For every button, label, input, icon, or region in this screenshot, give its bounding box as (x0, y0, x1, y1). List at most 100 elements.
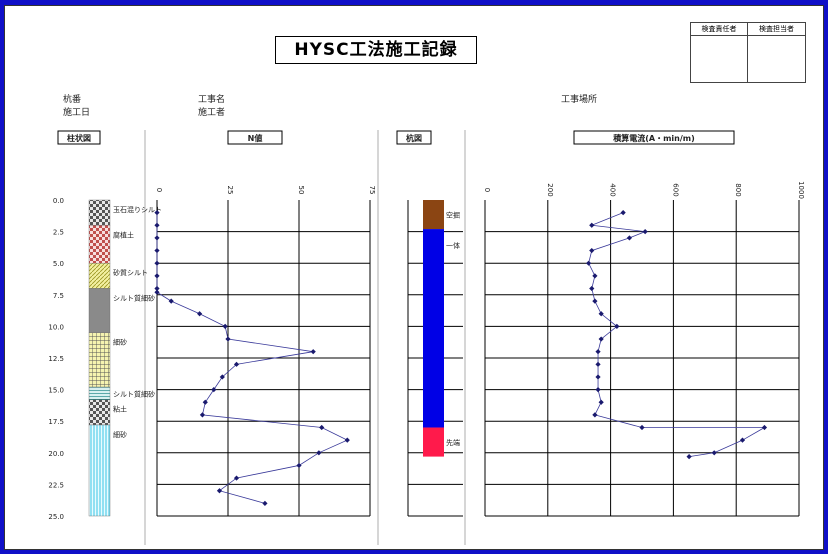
header-pile-diagram: 杭図 (406, 133, 422, 143)
nvalue-point (202, 399, 208, 405)
nvalue-point (262, 500, 268, 506)
stamp-header-staff: 検査担当者 (748, 23, 805, 36)
stamp-col-chief: 検査責任者 (691, 23, 748, 82)
soil-layer-label: 腐植土 (113, 230, 134, 239)
current-point (586, 260, 592, 266)
current-point (598, 399, 604, 405)
nvalue-point (154, 235, 160, 241)
current-point (739, 437, 746, 443)
nvalue-tick-label: 50 (297, 186, 305, 195)
nvalue-point (296, 462, 302, 469)
nvalue-point (344, 437, 350, 443)
pile-segment-label: 先端 (446, 438, 460, 447)
current-point (595, 349, 601, 355)
current-point (620, 210, 626, 216)
nvalue-point (199, 412, 206, 418)
header-boring-log: 柱状図 (67, 133, 91, 143)
nvalue-point (310, 349, 316, 355)
depth-tick-label: 15.0 (48, 387, 64, 395)
nvalue-point (154, 222, 160, 228)
soil-layer-label: 砂質シルト (113, 268, 148, 277)
current-point (598, 311, 604, 317)
current-point (595, 387, 601, 393)
soil-layer (88, 288, 111, 333)
soil-layer-label: 玉石混りシルト (113, 205, 162, 214)
current-tick-label: 1000 (797, 181, 805, 199)
pile-segment (423, 427, 444, 457)
pile-segment (423, 229, 444, 428)
soil-layer (88, 332, 111, 388)
soil-layer (88, 199, 111, 226)
nvalue-point (154, 273, 160, 279)
current-tick-label: 600 (671, 183, 679, 196)
pile-segment-label: 一体 (446, 241, 460, 250)
header-current: 積算電流(A・min/m) (612, 133, 695, 143)
nvalue-point (233, 475, 240, 481)
soil-layer (88, 263, 111, 289)
current-tick-label: 200 (546, 183, 554, 196)
header-n-value-box (227, 130, 283, 145)
depth-tick-label: 5.0 (53, 260, 64, 268)
stamp-header-chief: 検査責任者 (691, 23, 747, 36)
pile-no-label: 杭番 (63, 95, 82, 105)
record-sheet: HYSC工法施工記録 検査責任者 検査担当者 杭番 施工日 工事名 施工者 工事… (4, 5, 824, 550)
nvalue-point (154, 260, 160, 266)
depth-tick-label: 25.0 (48, 513, 64, 521)
soil-layer (88, 225, 111, 264)
header-boring-log-box (57, 130, 101, 145)
current-point (642, 229, 648, 235)
soil-layer (88, 424, 111, 517)
nvalue-point (316, 450, 322, 456)
nvalue-point (319, 424, 325, 431)
current-tick-label: 0 (483, 188, 491, 192)
nvalue-point (233, 361, 240, 367)
nvalue-tick-label: 0 (155, 188, 163, 192)
nvalue-point (154, 285, 160, 292)
soil-layer-label: シルト質細砂 (113, 389, 155, 398)
current-series-line (588, 212, 766, 457)
current-point (592, 412, 598, 418)
soil-layer-label: 細砂 (113, 430, 127, 439)
nvalue-tick-label: 25 (226, 186, 234, 195)
current-point (686, 453, 692, 460)
current-point (592, 273, 598, 279)
approval-stamp-box: 検査責任者 検査担当者 (690, 22, 806, 83)
current-point (595, 374, 601, 380)
soil-layer-label: 細砂 (113, 338, 127, 347)
nvalue-point (154, 289, 160, 295)
soil-layer-label: 粘土 (113, 405, 127, 414)
current-point (626, 235, 633, 241)
current-point (614, 323, 620, 329)
depth-tick-label: 10.0 (48, 323, 64, 331)
nvalue-point (211, 387, 217, 393)
current-point (592, 298, 598, 304)
stamp-col-staff: 検査担当者 (748, 23, 805, 82)
nvalue-point (216, 488, 223, 494)
nvalue-point (154, 210, 160, 216)
depth-tick-label: 7.5 (53, 292, 64, 300)
current-tick-label: 800 (734, 183, 742, 196)
current-point (589, 285, 595, 292)
page-title: HYSC工法施工記録 (275, 36, 477, 64)
depth-tick-label: 0.0 (53, 197, 64, 205)
current-point (589, 222, 595, 228)
nvalue-point (197, 311, 203, 317)
header-n-value: N値 (248, 133, 263, 143)
work-name-label: 工事名 (198, 95, 226, 105)
soil-layer-label: シルト質細砂 (113, 293, 155, 302)
nvalue-point (154, 247, 160, 254)
pile-segment (423, 200, 444, 230)
current-point (598, 336, 604, 342)
nvalue-tick-label: 75 (368, 186, 376, 195)
current-tick-label: 400 (609, 183, 617, 196)
current-point (639, 424, 645, 431)
depth-tick-label: 17.5 (48, 418, 64, 426)
soil-layer (88, 399, 111, 426)
nvalue-point (168, 298, 174, 304)
date-label: 施工日 (63, 108, 91, 118)
nvalue-point (219, 374, 225, 380)
pile-segment-label: 空掘 (446, 211, 460, 220)
site-label: 工事場所 (561, 95, 598, 105)
header-pile-diagram-box (396, 130, 432, 145)
